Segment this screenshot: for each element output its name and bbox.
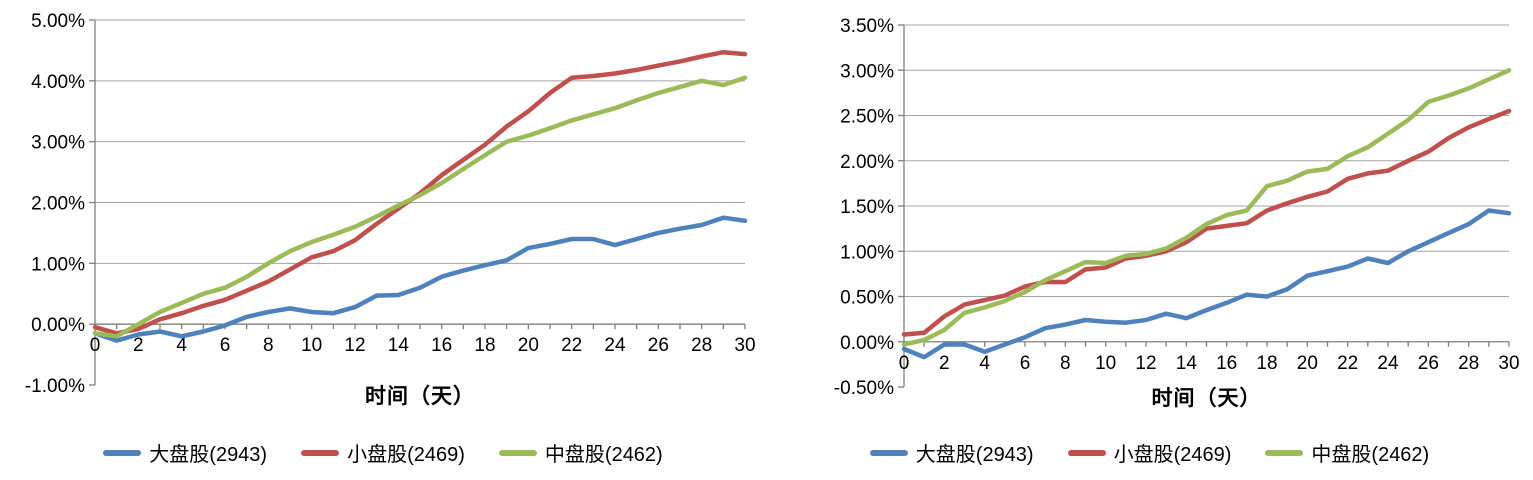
left-chart-plot: 5.00%4.00%3.00%2.00%1.00%0.00%-1.00%0 2 4 6… xyxy=(25,11,756,397)
series-line-0 xyxy=(901,208,1512,360)
legend-item: 大盘股(2943) xyxy=(869,438,1034,467)
series-line-2 xyxy=(92,75,748,339)
x-tick-label: 10 xyxy=(301,335,322,356)
x-axis-title: 时间（天） xyxy=(365,385,475,408)
legend-swatch-line-icon xyxy=(869,449,908,456)
y-tick-label: 3.00% xyxy=(31,133,85,154)
x-tick-label: 28 xyxy=(1458,353,1479,374)
series-line-0 xyxy=(92,215,748,343)
y-tick-label: 3.00% xyxy=(840,61,894,82)
legend-label: 中盘股(2462) xyxy=(544,444,663,466)
x-tick-label: 4 xyxy=(979,353,990,374)
legend-item: 小盘股(2469) xyxy=(301,438,465,467)
y-tick-label: 5.00% xyxy=(31,11,85,32)
legend-item: 中盘股(2462) xyxy=(1265,438,1429,467)
x-tick-label: 12 xyxy=(1135,353,1156,374)
y-tick-label: 2.00% xyxy=(31,194,85,215)
x-tick-label: 22 xyxy=(561,335,582,356)
x-tick-label: 16 xyxy=(1216,353,1237,374)
x-tick-label: 6 xyxy=(1020,353,1031,374)
x-tick-label: 12 xyxy=(344,335,365,356)
x-tick-label: 18 xyxy=(1256,353,1277,374)
x-tick-label: 4 xyxy=(176,335,187,356)
y-tick-label: 1.00% xyxy=(840,242,894,263)
legend-item: 小盘股(2469) xyxy=(1067,438,1232,467)
legend-swatch-line-icon xyxy=(1067,449,1106,456)
legend-swatch-line-icon xyxy=(301,449,340,456)
x-tick-label: 14 xyxy=(1176,353,1198,374)
x-tick-label: 22 xyxy=(1337,353,1358,374)
x-tick-label: 24 xyxy=(1377,353,1399,374)
x-tick-label: 26 xyxy=(648,335,669,356)
legend-swatch-line-icon xyxy=(498,449,537,456)
legend-item: 大盘股(2943) xyxy=(103,438,267,467)
y-tick-label: 4.00% xyxy=(31,72,85,93)
legend-swatch-line-icon xyxy=(1265,449,1304,456)
legend-label: 中盘股(2462) xyxy=(1311,444,1430,466)
y-tick-label: 2.50% xyxy=(840,107,894,128)
series-line-1 xyxy=(901,108,1512,337)
x-tick-label: 28 xyxy=(691,335,712,356)
x-tick-label: 2 xyxy=(939,353,950,374)
legend-label: 大盘股(2943) xyxy=(149,444,268,466)
x-tick-label: 14 xyxy=(388,335,410,356)
x-tick-label: 0 xyxy=(90,335,101,356)
x-tick-label: 18 xyxy=(474,335,495,356)
legend-label: 小盘股(2469) xyxy=(1113,444,1232,466)
legend-label: 小盘股(2469) xyxy=(347,444,465,466)
x-tick-label: 20 xyxy=(1297,353,1318,374)
x-tick-label: 6 xyxy=(220,335,231,356)
y-tick-label: 0.00% xyxy=(31,315,85,336)
x-tick-label: 20 xyxy=(518,335,539,356)
y-tick-label: 0.00% xyxy=(840,333,894,354)
x-tick-label: 30 xyxy=(734,335,755,356)
legend-label: 大盘股(2943) xyxy=(915,444,1034,466)
x-axis-title: 时间（天） xyxy=(1151,387,1262,410)
y-tick-label: 2.00% xyxy=(840,152,894,173)
x-tick-label: 8 xyxy=(263,335,274,356)
chart-legend: 大盘股(2943) 小盘股(2469) 中盘股(2462) xyxy=(766,438,1533,467)
chart-legend: 大盘股(2943) 小盘股(2469) 中盘股(2462) xyxy=(0,438,766,467)
legend-item: 中盘股(2462) xyxy=(498,438,663,467)
right-chart-panel: 3.50% 3.00% 2.50% 2.00% 1.50% 1.00% 0.50% 0.00%… xyxy=(766,0,1533,480)
y-tick-label: -0.50% xyxy=(834,378,894,399)
y-tick-label: 3.50% xyxy=(840,16,894,37)
x-tick-label: 2 xyxy=(133,335,144,356)
y-tick-label: 1.00% xyxy=(31,254,85,275)
x-tick-label: 26 xyxy=(1418,353,1439,374)
x-tick-label: 0 xyxy=(899,353,910,374)
y-tick-label: -1.00% xyxy=(25,376,85,397)
series-line-2 xyxy=(901,68,1512,347)
x-tick-label: 10 xyxy=(1095,353,1116,374)
y-tick-label: 1.50% xyxy=(840,197,894,218)
y-tick-label: 0.50% xyxy=(840,288,894,309)
x-tick-label: 8 xyxy=(1060,353,1071,374)
right-chart-plot: 3.50% 3.00% 2.50% 2.00% 1.50% 1.00% 0.50% 0.00%… xyxy=(834,16,1520,399)
x-tick-label: 24 xyxy=(604,335,626,356)
left-chart-panel: 5.00% 4.00% 3.00% 2.00% 1.00% 0.00% -1.00% 0 2 4 6… xyxy=(0,0,766,480)
x-tick-label: 30 xyxy=(1498,353,1519,374)
x-tick-label: 16 xyxy=(431,335,452,356)
legend-swatch-line-icon xyxy=(103,449,142,456)
